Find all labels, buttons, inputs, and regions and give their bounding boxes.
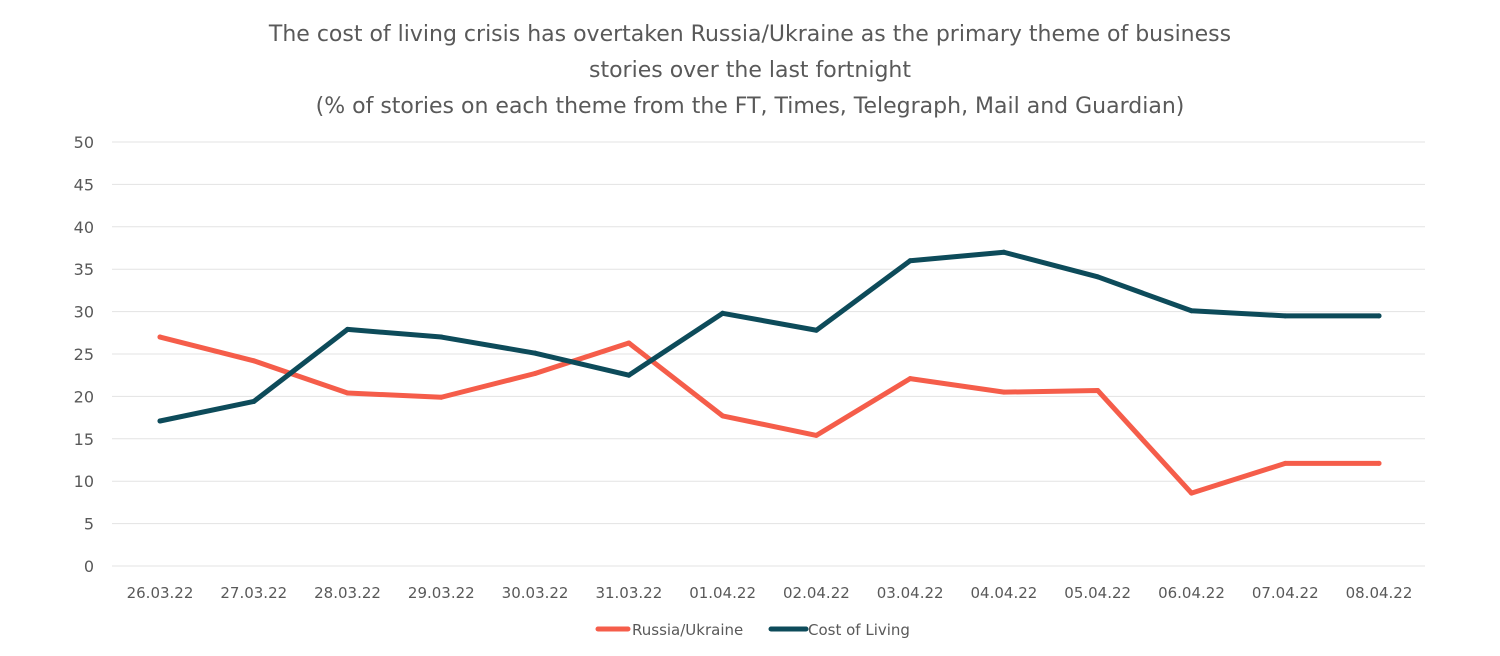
y-tick-label: 0: [84, 557, 94, 576]
y-tick-label: 25: [74, 345, 94, 364]
legend-label-russia-ukraine: Russia/Ukraine: [632, 621, 743, 639]
data-point-russia-ukraine: [813, 432, 819, 438]
data-point-russia-ukraine: [1001, 389, 1007, 395]
x-tick-label: 27.03.22: [220, 584, 287, 602]
y-tick-label: 20: [74, 387, 94, 406]
data-point-cost-of-living: [438, 334, 444, 340]
x-tick-label: 05.04.22: [1064, 584, 1131, 602]
y-tick-label: 30: [74, 303, 94, 322]
data-point-cost-of-living: [1376, 313, 1382, 319]
x-tick-label: 03.04.22: [877, 584, 944, 602]
data-point-cost-of-living: [1095, 274, 1101, 280]
legend-label-cost-of-living: Cost of Living: [808, 621, 910, 639]
y-tick-label: 35: [74, 260, 94, 279]
series-line-cost-of-living: [157, 249, 1382, 424]
x-tick-label: 30.03.22: [502, 584, 569, 602]
series-line-russia-ukraine: [157, 334, 1382, 496]
data-point-cost-of-living: [813, 327, 819, 333]
x-axis-ticks: 26.03.22 27.03.22 28.03.22 29.03.22 30.03.22…: [127, 584, 1413, 602]
y-tick-label: 40: [74, 218, 94, 237]
data-point-cost-of-living: [626, 372, 632, 378]
data-point-russia-ukraine: [438, 394, 444, 400]
y-tick-label: 5: [84, 515, 94, 534]
data-point-cost-of-living: [1282, 313, 1288, 319]
data-point-cost-of-living: [251, 398, 257, 404]
data-point-russia-ukraine: [1376, 460, 1382, 466]
legend: Russia/Ukraine Cost of Living: [595, 621, 910, 639]
x-tick-label: 04.04.22: [971, 584, 1038, 602]
data-point-russia-ukraine: [907, 376, 913, 382]
x-tick-label: 07.04.22: [1252, 584, 1319, 602]
data-point-cost-of-living: [907, 258, 913, 264]
data-point-russia-ukraine: [157, 334, 163, 340]
y-tick-label: 15: [74, 430, 94, 449]
data-point-cost-of-living: [157, 418, 163, 424]
data-point-cost-of-living: [1001, 249, 1007, 255]
data-point-russia-ukraine: [1095, 387, 1101, 393]
x-tick-label: 31.03.22: [595, 584, 662, 602]
data-point-russia-ukraine: [626, 340, 632, 346]
x-tick-label: 01.04.22: [689, 584, 756, 602]
x-tick-label: 28.03.22: [314, 584, 381, 602]
y-tick-label: 10: [74, 472, 94, 491]
data-point-russia-ukraine: [720, 413, 726, 419]
data-point-russia-ukraine: [1282, 460, 1288, 466]
data-point-cost-of-living: [720, 310, 726, 316]
chart-title-line-1: The cost of living crisis has overtaken …: [268, 22, 1232, 47]
data-point-russia-ukraine: [345, 390, 351, 396]
series-lines: [157, 249, 1382, 496]
x-tick-label: 29.03.22: [408, 584, 475, 602]
y-tick-label: 45: [74, 175, 94, 194]
data-point-cost-of-living: [1188, 308, 1194, 314]
x-tick-label: 02.04.22: [783, 584, 850, 602]
y-tick-label: 50: [74, 133, 94, 152]
data-point-russia-ukraine: [532, 371, 538, 377]
x-tick-label: 26.03.22: [127, 584, 194, 602]
data-point-russia-ukraine: [251, 358, 257, 364]
data-point-cost-of-living: [532, 350, 538, 356]
x-tick-label: 06.04.22: [1158, 584, 1225, 602]
x-tick-label: 08.04.22: [1346, 584, 1413, 602]
chart-title-line-2: stories over the last fortnight: [589, 58, 911, 83]
y-axis-ticks: 0 5 10 15 20 25 30 35 40 45 50: [74, 133, 94, 576]
gridlines: [112, 141, 1425, 567]
data-point-russia-ukraine: [1188, 490, 1194, 496]
chart-title-line-3: (% of stories on each theme from the FT,…: [315, 94, 1185, 119]
data-point-cost-of-living: [345, 326, 351, 332]
